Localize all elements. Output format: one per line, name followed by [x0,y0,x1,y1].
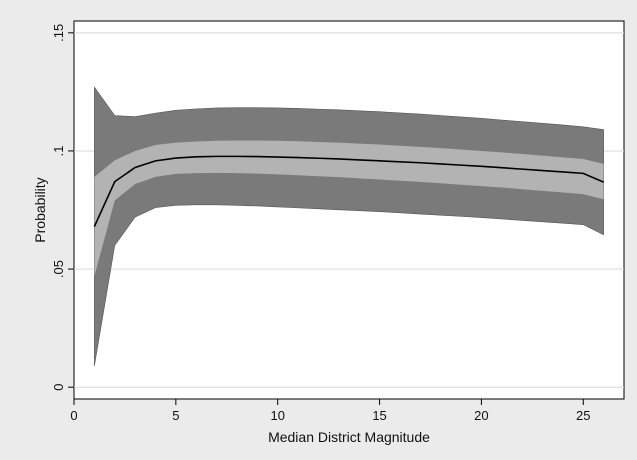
inner-confidence-band [94,140,604,277]
inner-band-area [94,140,604,277]
x-tick-label-0: 0 [70,408,77,423]
y-tick-label-1: .05 [51,260,66,278]
x-axis: 0 5 10 15 20 25 [70,399,590,423]
y-tick-label-0: 0 [51,384,66,391]
y-tick-label-3: .15 [51,24,66,42]
x-tick-label-5: 25 [576,408,590,423]
probability-line [93,155,604,227]
y-axis: 0 .05 .1 .15 [51,24,74,391]
x-axis-title: Median District Magnitude [268,429,430,445]
x-tick-label-3: 15 [372,408,386,423]
y-axis-title: Probability [32,177,48,242]
x-tick-label-1: 5 [172,408,179,423]
x-tick-label-4: 20 [474,408,488,423]
line-path [93,155,604,227]
x-tick-label-2: 10 [270,408,284,423]
y-tick-label-2: .1 [51,146,66,157]
